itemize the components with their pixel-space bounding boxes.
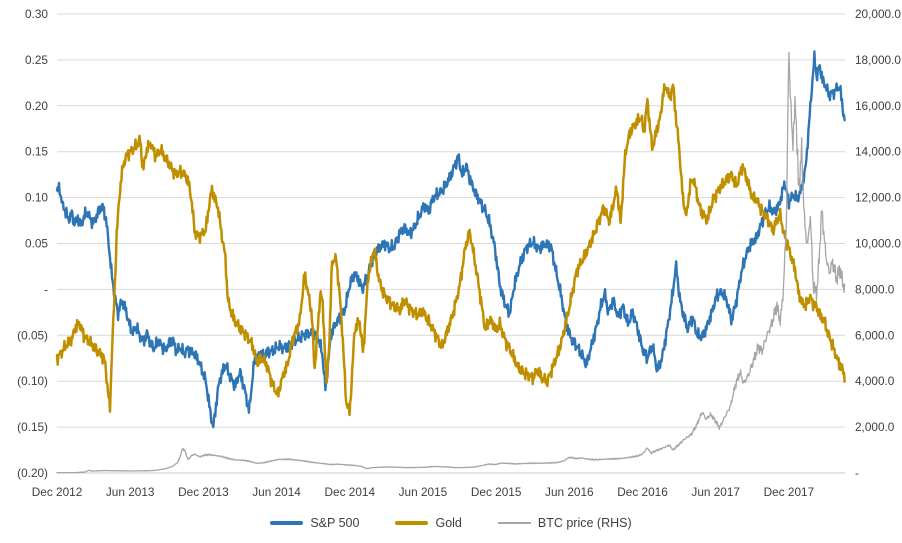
svg-text:Dec 2014: Dec 2014 (325, 485, 376, 499)
sp500-line (55, 50, 846, 429)
svg-text:Jun 2015: Jun 2015 (399, 485, 448, 499)
gridlines (57, 13, 845, 474)
svg-text:(0.15): (0.15) (17, 420, 48, 434)
legend-item-btc: BTC price (RHS) (497, 516, 632, 530)
svg-text:18,000.0: 18,000.0 (855, 53, 901, 67)
gold-line-swatch (395, 521, 429, 526)
svg-text:Jun 2016: Jun 2016 (545, 485, 594, 499)
svg-text:0.15: 0.15 (25, 145, 48, 159)
svg-text:0.05: 0.05 (25, 237, 48, 251)
y-axis-left-labels: 0.30 0.25 0.20 0.15 0.10 0.05 - (0.05) (0.10) (0.… (17, 7, 48, 480)
svg-text:-: - (44, 282, 48, 296)
svg-text:Jun 2014: Jun 2014 (252, 485, 301, 499)
svg-text:4,000.0: 4,000.0 (855, 374, 895, 388)
svg-text:8,000.0: 8,000.0 (855, 282, 895, 296)
svg-text:10,000.0: 10,000.0 (855, 237, 901, 251)
svg-text:Dec 2016: Dec 2016 (617, 485, 668, 499)
svg-text:0.30: 0.30 (25, 7, 48, 21)
svg-text:16,000.0: 16,000.0 (855, 99, 901, 113)
chart-legend: S&P 500 Gold BTC price (RHS) (0, 517, 902, 530)
y-axis-right-labels: 20,000.0 18,000.0 16,000.0 14,000.0 12,000.0… (855, 7, 901, 480)
gold-line (55, 83, 846, 417)
svg-text:Dec 2015: Dec 2015 (471, 485, 522, 499)
svg-text:20,000.0: 20,000.0 (855, 7, 901, 21)
svg-text:(0.10): (0.10) (17, 374, 48, 388)
svg-text:6,000.0: 6,000.0 (855, 328, 895, 342)
svg-text:-: - (855, 466, 859, 480)
svg-text:14,000.0: 14,000.0 (855, 145, 901, 159)
svg-text:Dec 2013: Dec 2013 (178, 485, 229, 499)
svg-text:(0.05): (0.05) (17, 328, 48, 342)
legend-item-gold: Gold (395, 516, 462, 530)
legend-label-btc: BTC price (RHS) (537, 516, 632, 530)
legend-label-gold: Gold (435, 516, 462, 530)
legend-item-sp500: S&P 500 (270, 517, 359, 530)
svg-text:0.10: 0.10 (25, 191, 48, 205)
sp500-line-swatch (270, 521, 304, 526)
legend-label-sp500: S&P 500 (310, 516, 360, 530)
svg-text:Dec 2017: Dec 2017 (764, 485, 815, 499)
btc-line-swatch (497, 522, 531, 525)
svg-text:(0.20): (0.20) (17, 466, 48, 480)
svg-text:0.25: 0.25 (25, 53, 48, 67)
btc-line-rhs (56, 51, 846, 474)
svg-text:2,000.0: 2,000.0 (855, 420, 895, 434)
svg-text:Jun 2017: Jun 2017 (691, 485, 740, 499)
svg-text:0.20: 0.20 (25, 99, 48, 113)
svg-text:12,000.0: 12,000.0 (855, 191, 901, 205)
svg-text:Dec 2012: Dec 2012 (32, 485, 83, 499)
x-axis-labels: Dec 2012 Jun 2013 Dec 2013 Jun 2014 Dec 2014… (32, 485, 814, 499)
svg-text:Jun 2013: Jun 2013 (106, 485, 155, 499)
